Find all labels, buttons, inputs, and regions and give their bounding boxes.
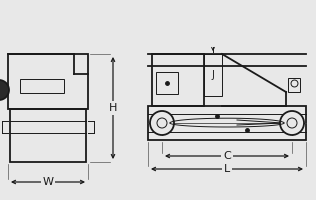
Circle shape [287, 118, 297, 128]
Bar [288, 78, 300, 92]
Bar [204, 54, 222, 96]
Text: H: H [109, 103, 117, 113]
Text: C: C [223, 151, 231, 161]
Circle shape [150, 111, 174, 135]
Circle shape [280, 111, 304, 135]
Text: L: L [224, 164, 230, 174]
Bar [148, 106, 306, 140]
Bar [152, 54, 204, 106]
Bar [10, 109, 86, 162]
Bar [8, 54, 88, 109]
Bar [20, 79, 64, 93]
Circle shape [157, 118, 167, 128]
Circle shape [0, 80, 9, 100]
Bar [156, 72, 178, 94]
Text: W: W [42, 177, 53, 187]
Text: J: J [212, 70, 215, 80]
